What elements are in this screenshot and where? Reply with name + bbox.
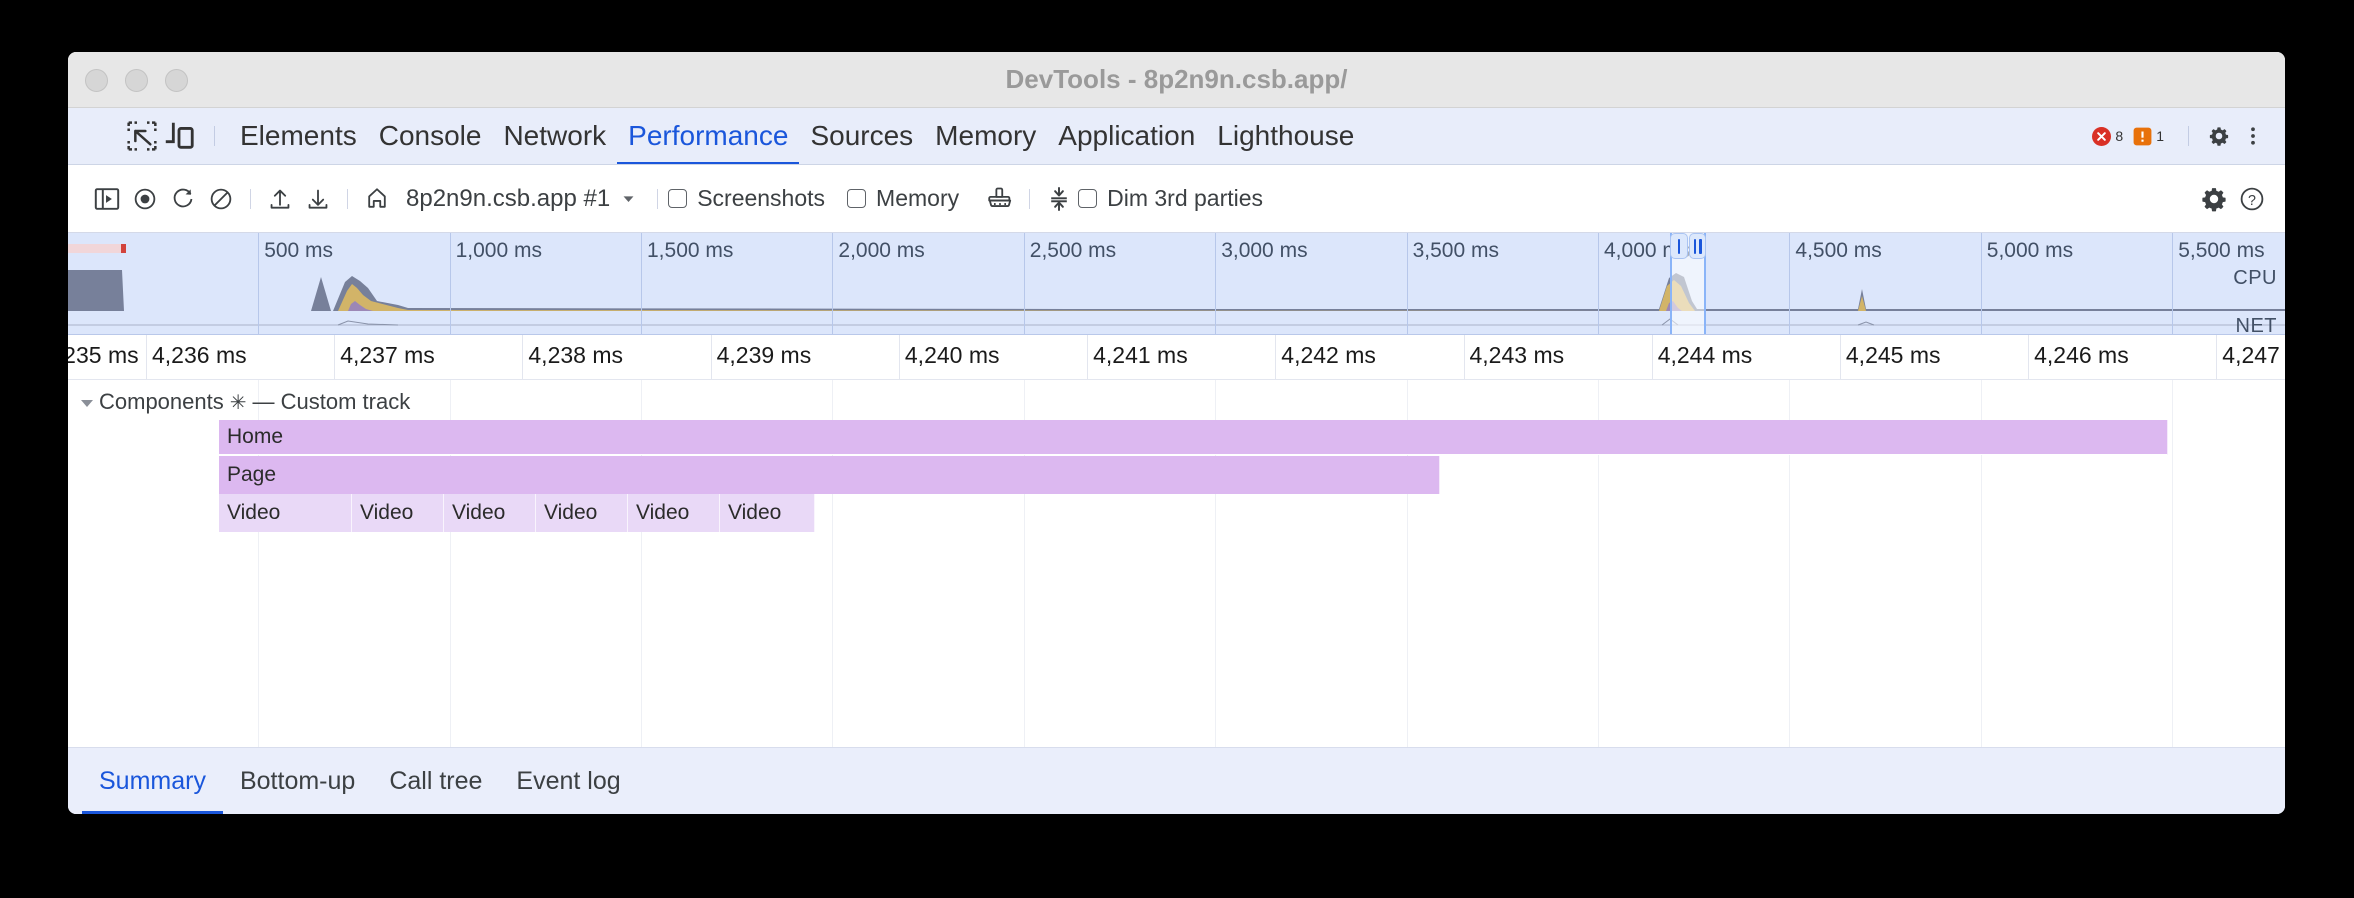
svg-text:?: ? bbox=[2248, 192, 2256, 208]
